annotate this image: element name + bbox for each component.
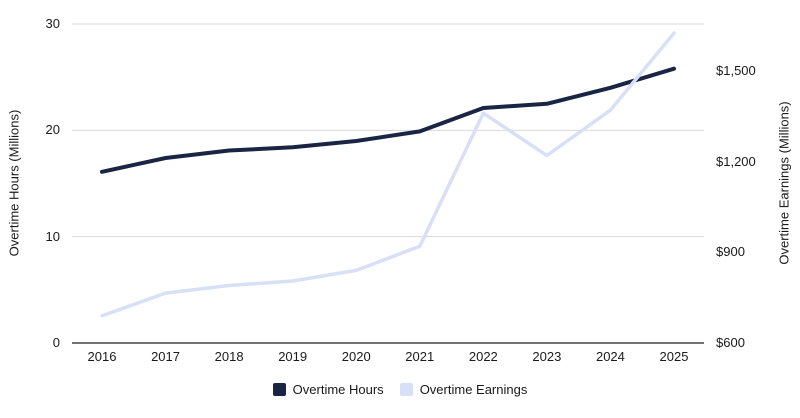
x-tick-label: 2022 [468,349,498,364]
x-tick-label: 2016 [87,349,117,364]
legend-swatch-icon [399,382,413,396]
y-right-tick-label: $1,500 [716,62,756,78]
legend-swatch-icon [272,382,286,396]
y-right-tick-label: $1,200 [716,153,756,169]
legend-item-overtime-hours: Overtime Hours [272,381,384,397]
x-tick-label: 2025 [659,349,689,364]
y-right-tick-label: $600 [716,335,745,350]
y-right-tick-label: $900 [716,244,745,260]
x-tick-label: 2020 [341,349,371,364]
y-left-tick-label: 0 [52,335,60,350]
x-tick-label: 2024 [595,349,625,364]
x-tick-label: 2023 [532,349,562,364]
legend-item-overtime-earnings: Overtime Earnings [399,381,528,397]
x-tick-label: 2018 [214,349,244,364]
chart-legend: Overtime Hours Overtime Earnings [0,380,800,398]
y-left-axis-title: Overtime Hours (Millions) [6,109,22,257]
y-left-tick-label: 20 [45,122,60,138]
y-left-tick-label: 30 [45,16,60,31]
legend-label: Overtime Hours [292,381,384,397]
legend-label: Overtime Earnings [419,381,528,397]
overtime-earnings-line [100,31,676,318]
y-right-axis-title: Overtime Earnings (Millions) [776,101,792,265]
overtime-hours-line [100,66,676,174]
y-left-tick-label: 10 [45,228,60,244]
x-tick-label: 2021 [405,349,435,364]
x-tick-label: 2019 [278,349,308,364]
x-tick-label: 2017 [151,349,180,364]
